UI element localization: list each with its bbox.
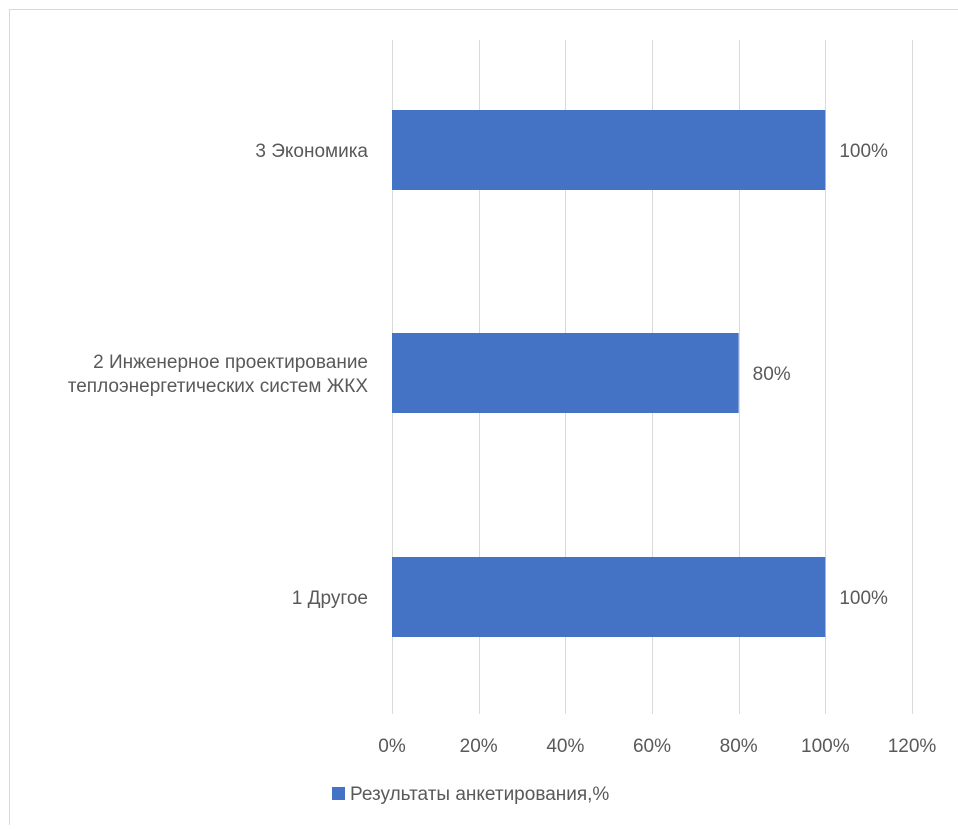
x-tick-label-3: 60% — [633, 736, 671, 757]
category-label-3: 3 Экономика — [255, 141, 368, 162]
legend-label: Результаты анкетирования,% — [350, 784, 609, 805]
bar-2 — [392, 333, 739, 413]
bar-3 — [392, 110, 825, 190]
x-tick-label-4: 80% — [720, 736, 758, 757]
category-label-line: 3 Экономика — [255, 141, 368, 162]
x-tick-label-2: 40% — [546, 736, 584, 757]
category-label-1: 1 Другое — [292, 588, 368, 609]
category-label-line: теплоэнергетических систем ЖКХ — [68, 376, 369, 397]
data-label-1: 100% — [839, 588, 888, 609]
legend-swatch — [332, 787, 345, 800]
category-label-line: 2 Инженерное проектирование — [93, 352, 368, 373]
category-label-line: 1 Другое — [292, 588, 368, 609]
x-tick-label-1: 20% — [460, 736, 498, 757]
legend: Результаты анкетирования,% — [332, 784, 609, 805]
bar-1 — [392, 557, 825, 637]
x-tick-label-5: 100% — [801, 736, 850, 757]
x-tick-label-6: 120% — [888, 736, 937, 757]
data-label-3: 100% — [839, 141, 888, 162]
data-label-2: 80% — [753, 364, 791, 385]
x-tick-label-0: 0% — [378, 736, 406, 757]
